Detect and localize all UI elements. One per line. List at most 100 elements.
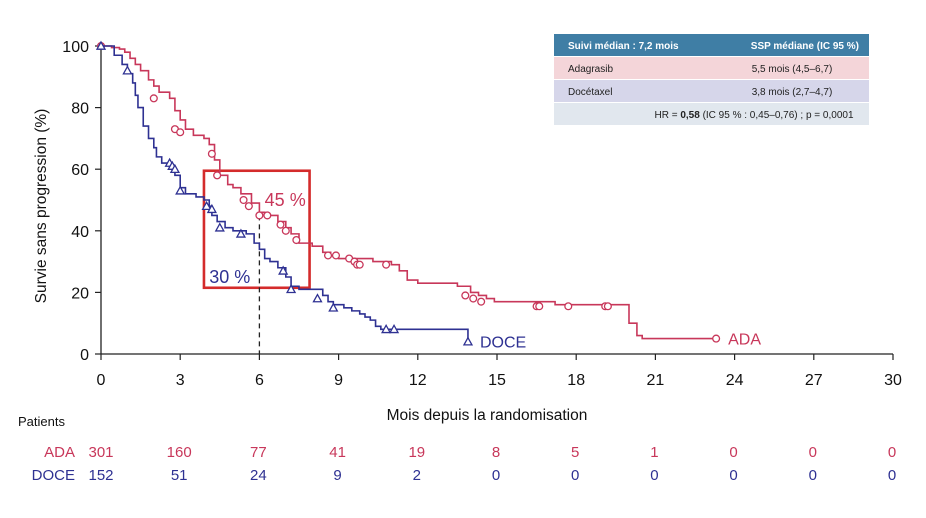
risk-count: 77 bbox=[250, 444, 267, 461]
risk-table-title: Patients bbox=[18, 414, 65, 429]
censor-mark-doce bbox=[214, 222, 225, 232]
hazard-ratio-text: HR = 0,58 (IC 95 % : 0,45–0,76) ; p = 0,… bbox=[654, 110, 853, 121]
x-tick-label: 30 bbox=[884, 372, 902, 389]
censor-mark-ada bbox=[355, 260, 364, 269]
censor-mark-doce bbox=[235, 228, 247, 238]
censor-mark-ada bbox=[382, 260, 391, 269]
censor-mark-ada bbox=[255, 211, 264, 220]
censor-mark-doce bbox=[169, 163, 181, 174]
y-axis-title: Survie sans progression (%) bbox=[33, 109, 50, 304]
risk-count: 160 bbox=[167, 444, 192, 461]
censor-mark-doce bbox=[201, 200, 212, 211]
x-tick-label: 18 bbox=[567, 372, 585, 389]
x-tick-label: 24 bbox=[726, 372, 744, 389]
x-tick-label: 27 bbox=[805, 372, 823, 389]
censor-mark-doce bbox=[312, 293, 323, 303]
risk-count: 0 bbox=[650, 467, 658, 484]
censor-mark-ada bbox=[477, 297, 486, 306]
censor-mark-ada bbox=[207, 149, 216, 158]
censor-mark-doce bbox=[388, 324, 400, 334]
risk-count: 152 bbox=[88, 467, 113, 484]
censor-mark-ada bbox=[712, 334, 721, 343]
y-tick-label: 40 bbox=[71, 224, 89, 241]
risk-count: 5 bbox=[571, 444, 579, 461]
risk-count: 9 bbox=[333, 467, 341, 484]
risk-count: 19 bbox=[408, 444, 425, 461]
y-tick-label: 0 bbox=[80, 347, 89, 364]
censor-mark-ada bbox=[276, 220, 285, 229]
censor-mark-ada bbox=[244, 202, 253, 211]
risk-count: 51 bbox=[171, 467, 188, 484]
series-line-doce bbox=[101, 45, 469, 342]
risk-count: 0 bbox=[888, 444, 896, 461]
censor-mark-ada bbox=[564, 302, 573, 311]
x-tick-label: 0 bbox=[97, 372, 106, 389]
censor-mark-ada bbox=[281, 226, 290, 235]
risk-count: 41 bbox=[329, 444, 346, 461]
risk-count: 0 bbox=[888, 467, 896, 484]
table-row bbox=[554, 57, 869, 79]
axes: 0 20 40 60 80 100 0 3 6 9 12 15 18 21 24 27 30 Mois depui… bbox=[33, 39, 902, 424]
risk-arm-label: DOCE bbox=[32, 467, 75, 484]
censor-mark-doce bbox=[462, 336, 474, 346]
risk-count: 8 bbox=[492, 444, 500, 461]
risk-count: 24 bbox=[250, 467, 267, 484]
risk-count: 2 bbox=[413, 467, 421, 484]
series-layer: ADA DOCE 45 % 30 % bbox=[95, 40, 761, 352]
highlight-box bbox=[202, 169, 311, 290]
censor-mark-ada bbox=[469, 294, 478, 303]
censor-mark-doce bbox=[122, 65, 133, 75]
y-tick-label: 80 bbox=[71, 101, 89, 118]
x-tick-label: 9 bbox=[334, 372, 343, 389]
table-hr-row bbox=[554, 103, 869, 125]
censor-mark-ada bbox=[323, 251, 333, 260]
censor-mark-ada bbox=[239, 195, 248, 205]
censor-mark-ada bbox=[331, 251, 341, 260]
risk-count: 301 bbox=[88, 444, 113, 461]
censor-mark-ada bbox=[263, 211, 272, 220]
censor-mark-doce bbox=[278, 265, 289, 275]
censor-mark-ada bbox=[176, 128, 185, 137]
table-row-arm: Docétaxel bbox=[568, 87, 612, 98]
x-tick-label: 21 bbox=[647, 372, 665, 389]
y-tick-label: 100 bbox=[62, 39, 89, 56]
x-axis-title: Mois depuis la randomisation bbox=[387, 407, 588, 424]
risk-count: 0 bbox=[809, 467, 817, 484]
risk-count: 0 bbox=[809, 444, 817, 461]
table-header-left: Suivi médian : 7,2 mois bbox=[568, 41, 679, 52]
risk-arm-label: ADA bbox=[44, 444, 75, 461]
censor-mark-doce bbox=[95, 40, 107, 50]
summary-table: Suivi médian : 7,2 mois SSP médiane (IC 9… bbox=[554, 34, 869, 125]
censor-mark-doce bbox=[206, 203, 217, 214]
x-tick-label: 6 bbox=[255, 372, 264, 389]
table-row-value: 5,5 mois (4,5–6,7) bbox=[752, 64, 833, 75]
censor-mark-ada bbox=[213, 171, 222, 180]
censor-mark-ada bbox=[149, 94, 158, 103]
table-row bbox=[554, 80, 869, 102]
table-header-right: SSP médiane (IC 95 %) bbox=[751, 41, 859, 52]
table-header bbox=[554, 34, 869, 56]
percent-annotation: 30 % bbox=[209, 267, 250, 287]
censor-mark-doce bbox=[328, 302, 339, 312]
censor-mark-doce bbox=[285, 283, 297, 294]
censor-mark-ada bbox=[603, 302, 612, 311]
risk-count: 0 bbox=[571, 467, 579, 484]
x-tick-label: 3 bbox=[176, 372, 185, 389]
series-label-ada: ADA bbox=[728, 332, 761, 349]
censor-mark-ada bbox=[292, 235, 301, 245]
censor-mark-doce bbox=[175, 185, 186, 195]
x-tick-label: 15 bbox=[488, 372, 506, 389]
risk-count: 1 bbox=[650, 444, 658, 461]
censor-mark-ada bbox=[461, 291, 470, 300]
x-tick-label: 12 bbox=[409, 372, 427, 389]
series-label-doce: DOCE bbox=[480, 335, 526, 352]
risk-count: 0 bbox=[492, 467, 500, 484]
censor-mark-ada bbox=[535, 302, 544, 311]
highlight-layer bbox=[202, 169, 311, 354]
censor-mark-doce bbox=[381, 324, 392, 334]
table-row-value: 3,8 mois (2,7–4,7) bbox=[752, 87, 833, 98]
risk-count: 0 bbox=[729, 444, 737, 461]
percent-annotation: 45 % bbox=[265, 190, 306, 210]
